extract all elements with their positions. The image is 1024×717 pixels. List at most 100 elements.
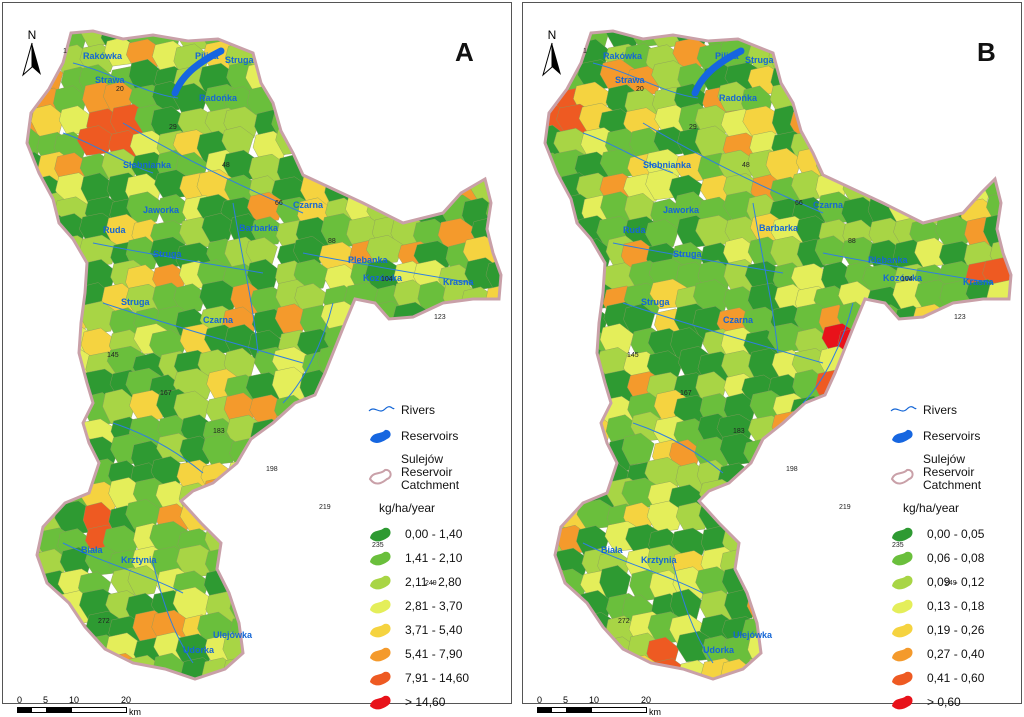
river-line — [582, 542, 704, 594]
legend-class-label: 0,00 - 0,05 — [927, 527, 985, 541]
legend-class-row: 0,00 - 0,05 — [889, 525, 984, 543]
reservoir-icon — [892, 429, 913, 443]
river-label: Struga — [121, 297, 150, 307]
reservoir-shape — [171, 47, 225, 97]
legend-class-row: 1,41 - 2,10 — [367, 549, 462, 567]
north-arrow-icon: N — [542, 28, 561, 77]
class-swatch-icon — [892, 527, 913, 542]
river-label: Czarna — [203, 315, 234, 325]
reservoir-shape — [691, 47, 745, 97]
class-swatch-icon — [370, 575, 391, 590]
river-label: Udorka — [183, 645, 215, 655]
subcatchment-id: 29 — [169, 124, 177, 131]
class-swatch-icon — [370, 527, 391, 542]
river-line — [642, 122, 824, 214]
legend-rivers: Rivers — [401, 403, 436, 417]
subcatchment-id: 1 — [63, 48, 67, 55]
legend-class-row: 7,91 - 14,60 — [367, 669, 469, 687]
river-label: Barbarka — [239, 223, 279, 233]
legend-class-row: > 14,60 — [367, 693, 445, 711]
river-label: Kozówka — [883, 273, 923, 283]
river-line — [282, 302, 334, 404]
class-swatch-icon — [370, 695, 391, 710]
river-label: Krztynia — [121, 555, 158, 565]
subcatchment-id: 272 — [98, 618, 110, 625]
class-swatch-icon — [370, 551, 391, 566]
legend-class-row: 0,13 - 0,18 — [889, 597, 984, 615]
catchment-icon — [890, 468, 914, 485]
legend-class-label: 0,13 - 0,18 — [927, 599, 985, 613]
legend-class-label: 7,91 - 14,60 — [405, 671, 470, 685]
river-label: Struga — [225, 55, 254, 65]
class-swatch-icon — [370, 599, 391, 614]
class-swatch-icon — [892, 671, 913, 686]
river-label: Ulejówka — [213, 630, 253, 640]
legend-class-label: 3,71 - 5,40 — [405, 623, 463, 637]
subcatchment-id: 235 — [372, 542, 384, 549]
class-swatch-icon — [892, 623, 913, 638]
legend-class-row: 0,09 - 0,12 — [889, 573, 984, 591]
legend-unit: kg/ha/year — [903, 501, 960, 515]
subcatchment-id: 167 — [680, 390, 692, 397]
subcatchment-id: 198 — [266, 466, 278, 473]
river-line — [302, 252, 474, 284]
legend-class-label: 1,41 - 2,10 — [405, 551, 463, 565]
legend-class-label: > 14,60 — [405, 695, 446, 709]
north-arrow-icon: N — [22, 28, 41, 77]
subcatchment-id: 48 — [222, 162, 230, 169]
river-label: Struga — [673, 249, 702, 259]
river-line — [622, 302, 824, 364]
river-label: Struga — [745, 55, 774, 65]
legend-reservoirs: Reservoirs — [401, 429, 459, 443]
map-panel-a: N A Rakówka Strawa Pilica Struga Radońka Słob… — [2, 2, 512, 717]
river-label: Jaworka — [663, 205, 700, 215]
subcatchment-id: 104 — [901, 276, 913, 283]
river-label: Strawa — [95, 75, 126, 85]
class-swatch-icon — [370, 671, 391, 686]
river-label: Struga — [153, 249, 182, 259]
subcatchment-id: 29 — [689, 124, 697, 131]
legend-unit: kg/ha/year — [379, 501, 436, 515]
river-line — [72, 62, 179, 99]
subcatchment-id: 219 — [319, 504, 331, 511]
river-line — [112, 422, 204, 474]
river-label: Radońka — [719, 93, 758, 103]
river-label: Radońka — [199, 93, 238, 103]
river-line — [612, 242, 784, 274]
river-label: Jaworka — [143, 205, 180, 215]
reservoir-icon — [370, 429, 391, 443]
subcatchment-id: 145 — [627, 352, 639, 359]
river-line — [822, 252, 994, 284]
legend-class-label: 0,41 - 0,60 — [927, 671, 985, 685]
river-line — [102, 302, 304, 364]
river-line — [582, 132, 674, 174]
legend-reservoirs: Reservoirs — [923, 429, 981, 443]
river-line — [122, 122, 304, 214]
subcatchment-id: 20 — [116, 86, 124, 93]
legend-class-label: 5,41 - 7,90 — [405, 647, 463, 661]
river-icon — [890, 406, 917, 412]
river-label: Krasna — [963, 277, 995, 287]
river-line — [802, 302, 854, 404]
class-swatch-icon — [370, 623, 391, 638]
north-label: N — [28, 28, 37, 42]
river-label: Czarna — [293, 200, 324, 210]
river-label: Ulejówka — [733, 630, 773, 640]
legend-class-row: 0,19 - 0,26 — [889, 621, 984, 639]
river-line — [62, 542, 184, 594]
legend-class-row: 0,06 - 0,08 — [889, 549, 984, 567]
panel-letter: B — [977, 37, 996, 67]
subcatchment-id: 272 — [618, 618, 630, 625]
subcatchment-id: 249 — [425, 580, 437, 587]
river-label: Czarna — [723, 315, 754, 325]
legend-class-row: 5,41 - 7,90 — [367, 645, 462, 663]
subcatchment-id: 66 — [795, 200, 803, 207]
subcatchment-id: 183 — [213, 428, 225, 435]
legend-class-row: 0,41 - 0,60 — [889, 669, 984, 687]
subcatchment-id: 235 — [892, 542, 904, 549]
river-label: Czarna — [813, 200, 844, 210]
river-line — [62, 132, 154, 174]
river-label: Rakówka — [83, 51, 123, 61]
subcatchment-id: 20 — [636, 86, 644, 93]
